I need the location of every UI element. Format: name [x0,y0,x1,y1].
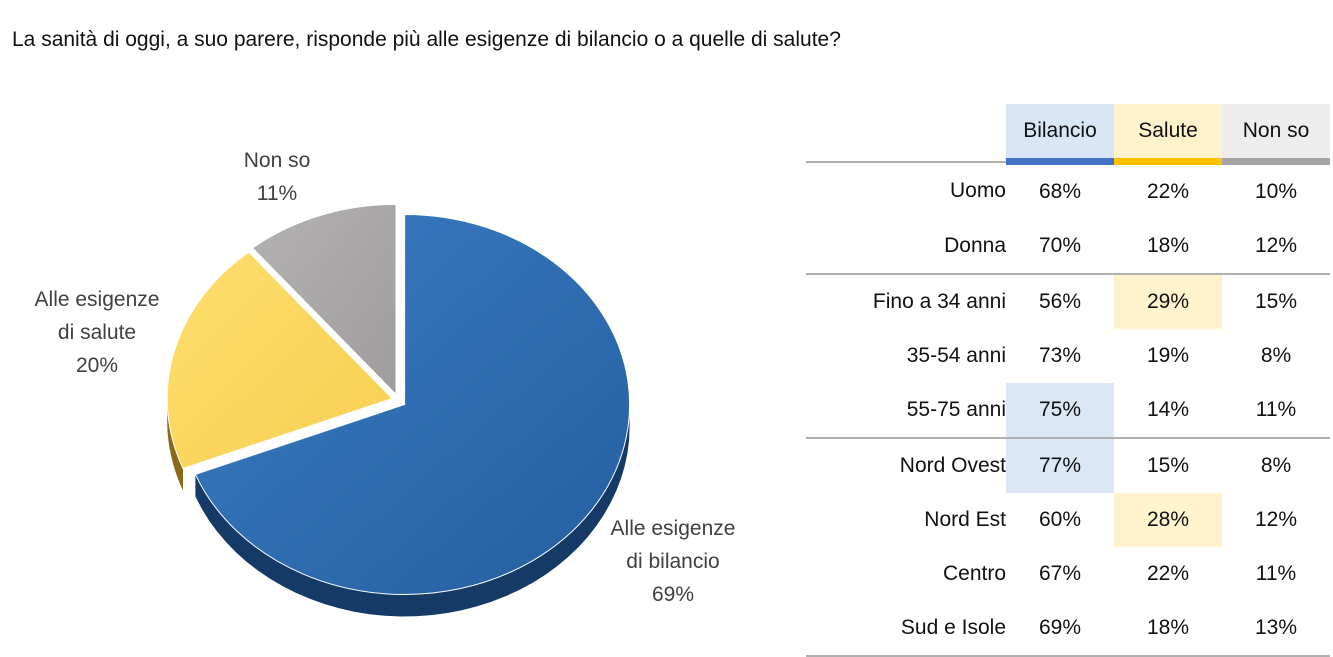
pie-slice [251,203,397,396]
row-label: Centro [942,562,1006,585]
cell-bilancio: 73% [1038,344,1082,367]
cell-non-so: 11% [1255,398,1297,421]
cell-bilancio: 70% [1038,234,1082,257]
row-label: 35-54 anni [906,344,1006,367]
cell-bilancio: 56% [1006,273,1114,329]
row-label: Nord Ovest [806,437,1006,493]
pie-slice-label: Alle esigenze di bilancio 69% [611,517,736,606]
cell-salute: 18% [1114,601,1222,657]
cell-salute: 18% [1146,234,1190,257]
table-header-row: Bilancio Salute Non so [806,104,1330,165]
cell-non-so: 8% [1222,437,1330,493]
table-row: Donna 70% 18% 12% [806,219,1330,274]
cell-bilancio: 69% [1006,601,1114,657]
cell-salute: 19% [1146,344,1190,367]
cell-non-so: 12% [1254,508,1298,531]
table-row: Uomo 68% 22% 10% [806,162,1330,220]
table-row: Centro 67% 22% 11% [806,547,1330,601]
breakdown-table: Bilancio Salute Non so Uomo 68% 22% 10% Donn… [806,104,1330,657]
column-header-non-so: Non so [1222,104,1330,165]
cell-bilancio: 68% [1038,180,1082,203]
cell-non-so: 13% [1222,601,1330,657]
cell-bilancio: 77% [1006,437,1114,493]
table-corner [806,104,1006,163]
pie-slice [194,213,631,595]
cell-non-so: 10% [1254,180,1298,203]
row-label: Nord Est [924,508,1006,531]
cell-non-so: 8% [1260,344,1292,367]
pie-slice-label: Non so 11% [244,149,311,205]
cell-bilancio: 67% [1038,562,1082,585]
cell-salute: 22% [1146,180,1190,203]
row-label: Fino a 34 anni [806,273,1006,329]
column-header-bilancio: Bilancio [1006,104,1114,165]
pie-slice-label: Alle esigenze di salute 20% [35,288,160,377]
cell-bilancio: 60% [1038,508,1082,531]
cell-salute: 29% [1114,273,1222,329]
row-label: 55-75 anni [906,398,1006,421]
cell-salute: 14% [1146,398,1190,421]
table-row: 35-54 anni 73% 19% 8% [806,329,1330,383]
pie-chart: Alle esigenze di bilancio 69% Alle esigenze… [35,149,736,617]
cell-non-so: 15% [1222,273,1330,329]
table-row: Sud e Isole 69% 18% 13% [806,601,1330,657]
row-label: Sud e Isole [806,601,1006,657]
row-label: Uomo [949,178,1006,202]
table-row: Nord Ovest 77% 15% 8% [806,437,1330,493]
cell-salute: 15% [1114,437,1222,493]
cell-non-so: 11% [1255,562,1297,585]
table-row: Nord Est 60% 28% 12% [806,493,1330,547]
pie-slice-side [167,398,183,491]
pie-slice [166,251,394,470]
column-header-salute: Salute [1114,104,1222,165]
cell-non-so: 12% [1254,234,1298,257]
cell-salute: 22% [1146,562,1190,585]
page-title: La sanità di oggi, a suo parere, rispond… [12,28,841,51]
cell-bilancio: 75% [1006,383,1114,438]
cell-salute: 28% [1114,493,1222,547]
table-row: 55-75 anni 75% 14% 11% [806,383,1330,438]
table-row: Fino a 34 anni 56% 29% 15% [806,273,1330,329]
row-label: Donna [944,234,1006,257]
